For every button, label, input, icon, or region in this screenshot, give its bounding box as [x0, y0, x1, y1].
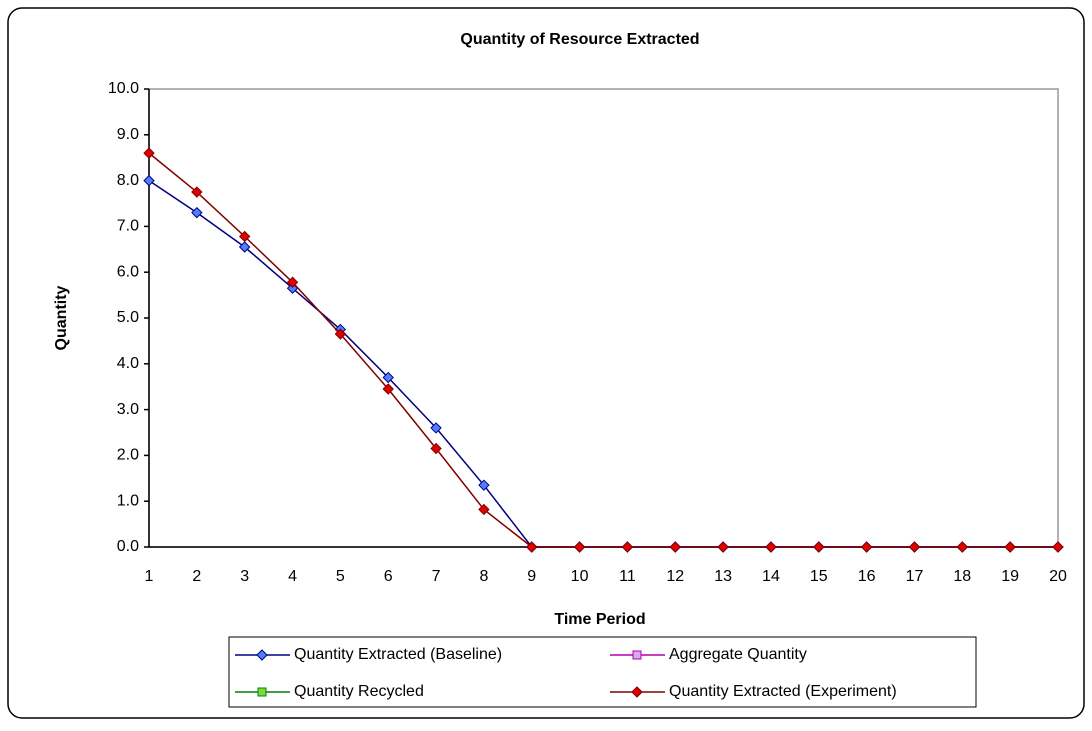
- data-point: [1052, 541, 1064, 553]
- data-point: [191, 186, 203, 198]
- x-tick-label: 7: [432, 568, 441, 585]
- data-point: [621, 541, 634, 553]
- x-tick-label: 11: [619, 568, 636, 585]
- x-tick-label: 8: [479, 568, 488, 585]
- data-point: [334, 328, 347, 340]
- legend-label: Quantity Recycled: [294, 683, 424, 700]
- data-point: [1004, 541, 1016, 553]
- x-tick-label: 17: [906, 568, 924, 585]
- data-point: [526, 541, 538, 553]
- chart-frame: [7, 7, 1085, 719]
- data-point: [238, 230, 251, 243]
- x-tick-label: 2: [192, 568, 201, 585]
- data-point: [908, 541, 921, 553]
- data-point: [860, 541, 873, 553]
- x-tick-label: 18: [953, 568, 971, 585]
- x-tick-label: 13: [714, 568, 732, 585]
- data-point: [143, 147, 155, 159]
- y-tick-label: 1.0: [117, 492, 139, 509]
- x-tick-label: 1: [145, 568, 154, 585]
- legend-marker: [257, 687, 267, 697]
- x-tick-label: 6: [384, 568, 393, 585]
- data-point: [813, 541, 825, 553]
- legend-label: Aggregate Quantity: [669, 646, 807, 663]
- x-tick-label: 15: [810, 568, 828, 585]
- y-tick-label: 0.0: [117, 538, 139, 555]
- y-tick-label: 10.0: [108, 80, 139, 97]
- x-axis-label: Time Period: [554, 611, 645, 628]
- data-point: [286, 276, 299, 288]
- x-tick-label: 9: [527, 568, 536, 585]
- y-tick-label: 7.0: [117, 218, 139, 235]
- y-tick-label: 8.0: [117, 172, 139, 189]
- y-tick-label: 2.0: [117, 447, 139, 464]
- x-tick-label: 20: [1049, 568, 1067, 585]
- y-tick-label: 9.0: [117, 126, 139, 143]
- series-line: [148, 152, 1058, 548]
- data-point: [478, 503, 490, 516]
- y-tick-label: 3.0: [117, 401, 139, 418]
- data-point: [956, 541, 969, 553]
- data-point: [191, 206, 203, 219]
- x-tick-label: 5: [336, 568, 345, 585]
- x-tick-label: 3: [240, 568, 249, 585]
- y-axis-label: Quantity: [53, 285, 70, 350]
- data-point: [430, 442, 442, 455]
- data-point: [765, 541, 777, 553]
- legend: [228, 636, 977, 708]
- data-point: [717, 541, 729, 553]
- x-tick-label: 14: [762, 568, 780, 585]
- data-point: [669, 541, 681, 553]
- y-tick-label: 6.0: [117, 263, 139, 280]
- data-point: [478, 479, 490, 491]
- data-point: [238, 241, 251, 253]
- x-tick-label: 16: [858, 568, 876, 585]
- data-point: [573, 541, 586, 553]
- data-point: [430, 422, 442, 434]
- chart-title: Quantity of Resource Extracted: [460, 31, 699, 48]
- legend-label: Quantity Extracted (Experiment): [669, 683, 897, 700]
- legend-label: Quantity Extracted (Baseline): [294, 646, 502, 663]
- data-point: [382, 371, 394, 384]
- legend-marker: [631, 686, 643, 698]
- y-tick-label: 4.0: [117, 355, 139, 372]
- legend-marker: [256, 649, 268, 661]
- x-tick-label: 12: [666, 568, 684, 585]
- data-point: [143, 174, 155, 187]
- y-tick-label: 5.0: [117, 309, 139, 326]
- legend-marker: [632, 650, 642, 660]
- x-tick-label: 10: [571, 568, 589, 585]
- x-tick-label: 19: [1001, 568, 1019, 585]
- data-point: [382, 383, 394, 395]
- x-tick-label: 4: [288, 568, 297, 585]
